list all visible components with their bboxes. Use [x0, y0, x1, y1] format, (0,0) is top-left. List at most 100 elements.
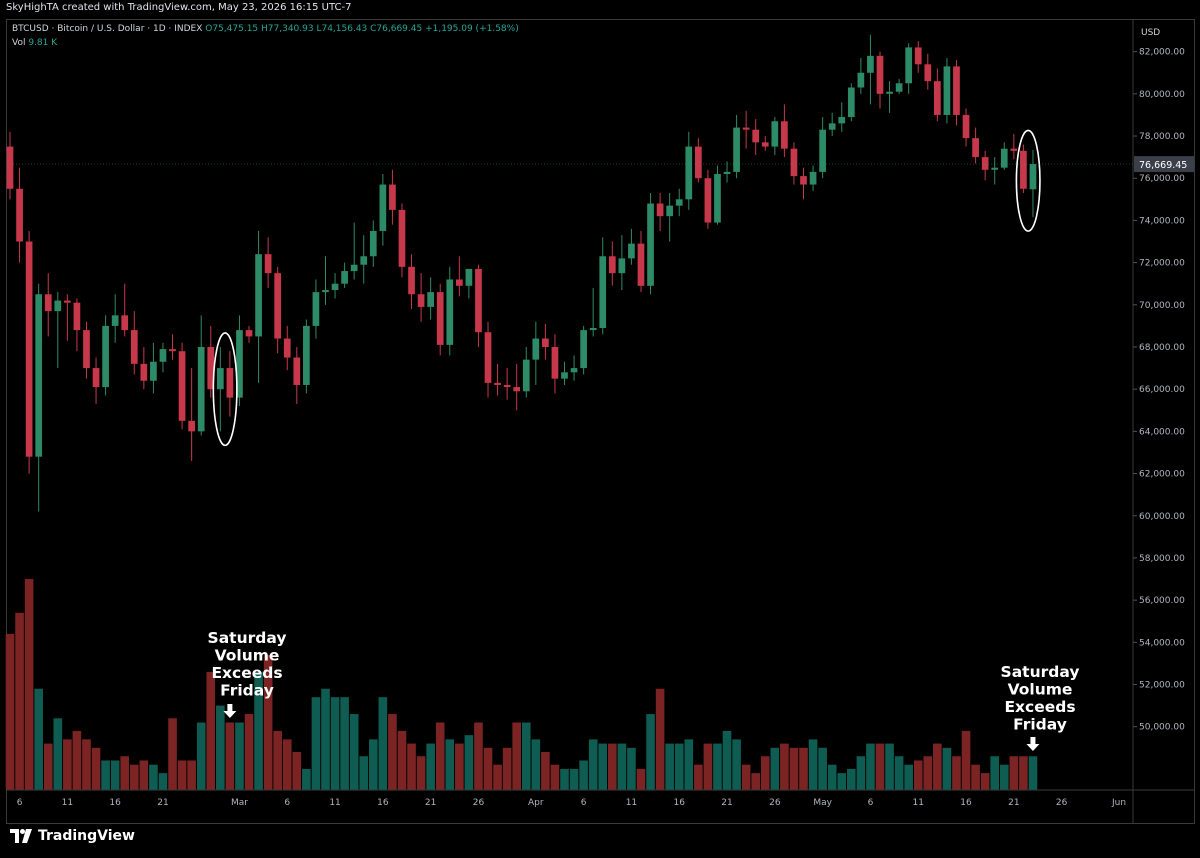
x-tick-label: 6 — [581, 798, 587, 808]
annotation-text-left: Saturday — [208, 629, 287, 647]
candle-body — [972, 138, 979, 158]
candle-body — [255, 254, 262, 337]
candle-body — [283, 338, 291, 358]
annotation-text-left: Friday — [220, 682, 274, 700]
volume-bar — [560, 768, 569, 790]
x-tick-label: Apr — [528, 798, 544, 808]
candle-body — [637, 243, 645, 286]
candle-body — [771, 121, 779, 147]
candle-body — [360, 256, 368, 265]
volume-bar — [971, 764, 980, 790]
x-tick-label: 16 — [109, 798, 121, 808]
candle-body — [197, 346, 205, 432]
time-axis[interactable]: 6 11 16 21 Mar 6 11 16 21 26 Apr 6 11 16 21 26 May 6 11 16 2… — [6, 789, 1195, 808]
volume-bar — [397, 730, 407, 790]
currency-label[interactable]: USD — [1141, 28, 1161, 38]
candle-body — [111, 315, 119, 326]
y-tick-label: 54,000.00 — [1139, 638, 1185, 648]
symbol-info[interactable]: BTCUSD · Bitcoin / U.S. Dollar · 1D · IN… — [12, 24, 203, 34]
volume-bar — [856, 756, 866, 790]
price-axis[interactable]: 50,000.00 52,000.00 54,000.00 56,000.00 58,0… — [7, 19, 1194, 824]
volume-bar — [474, 722, 483, 790]
volume-bar — [780, 743, 789, 790]
volume-bar — [665, 743, 674, 790]
candle-body — [694, 146, 702, 179]
attribution-bar: SkyHighTA created with TradingView.com, … — [0, 0, 1200, 18]
volume-bar — [980, 773, 990, 790]
candle-body — [924, 64, 932, 82]
volume-legend[interactable]: Vol 9.81 K — [12, 38, 57, 48]
candle-body — [618, 258, 626, 274]
candle-body — [159, 349, 167, 362]
volume-bar — [196, 722, 206, 790]
last-price-label: 76,669.45 — [1139, 160, 1187, 171]
candle-body — [666, 205, 674, 217]
volume-bar — [435, 722, 445, 790]
candle-body — [828, 123, 836, 130]
volume-bar — [177, 760, 187, 790]
volume-bar — [168, 718, 177, 790]
volume-bar — [894, 756, 904, 790]
candle-body — [943, 66, 951, 115]
x-tick-label: 26 — [769, 798, 781, 808]
candle-body — [44, 294, 52, 312]
volume-bar — [837, 773, 847, 790]
annotations: SaturdayVolumeExceedsFridaySaturdayVolum… — [208, 129, 1079, 751]
candle-body — [475, 268, 482, 333]
volume-bar — [407, 743, 416, 790]
x-tick-label: 16 — [377, 798, 389, 808]
volume-bar — [502, 747, 512, 790]
volume-bar — [636, 768, 646, 790]
candle-body — [150, 361, 157, 381]
candle-body — [25, 241, 33, 457]
candle-body — [245, 330, 253, 337]
tradingview-logo[interactable]: TradingView — [10, 827, 135, 845]
candle-body — [934, 81, 941, 115]
volume-bar — [455, 743, 464, 790]
annotation-text-right: Friday — [1013, 716, 1067, 734]
volume-bar — [1028, 756, 1038, 790]
volume-bar — [588, 739, 598, 790]
annotation-text-right: Volume — [1008, 681, 1073, 699]
candle-body — [417, 294, 425, 307]
candle-body — [819, 129, 826, 172]
candle-body — [647, 203, 654, 286]
volume-bar — [426, 743, 435, 790]
volume-bar — [961, 730, 971, 790]
candle-body — [752, 129, 760, 143]
volume-bar — [885, 743, 894, 790]
candle-body — [216, 368, 224, 390]
volume-bar — [808, 739, 818, 790]
annotation-arrow-right — [1026, 737, 1040, 751]
candle-body — [16, 188, 23, 242]
x-tick-label: May — [813, 798, 832, 808]
volume-bar — [569, 768, 579, 790]
volume-bar — [1019, 756, 1028, 790]
candle-body — [369, 230, 377, 257]
candle-body — [465, 268, 473, 286]
x-tick-label: 6 — [17, 798, 23, 808]
symbol-legend[interactable]: BTCUSD · Bitcoin / U.S. Dollar · 1D · IN… — [12, 24, 519, 34]
volume-bar — [512, 722, 522, 790]
volume-bar — [999, 764, 1009, 790]
volume-bar — [521, 722, 531, 790]
x-tick-label: 21 — [425, 798, 436, 808]
x-tick-label: 6 — [868, 798, 874, 808]
candle-body — [532, 338, 540, 360]
candle-body — [847, 87, 855, 118]
candle-body — [436, 292, 444, 345]
volume-bar — [598, 743, 608, 790]
candle-body — [781, 121, 788, 149]
volume-bar — [483, 747, 493, 790]
volume-bar — [15, 612, 24, 790]
candle-body — [733, 127, 740, 172]
volume-bar — [655, 688, 665, 790]
x-tick-label: Mar — [231, 798, 248, 808]
candle-body — [83, 330, 90, 369]
volume-bar — [493, 764, 502, 790]
volume-bar — [5, 633, 15, 790]
volume-bar — [43, 743, 53, 790]
candle-body — [1020, 150, 1027, 189]
candle-body — [389, 184, 396, 210]
